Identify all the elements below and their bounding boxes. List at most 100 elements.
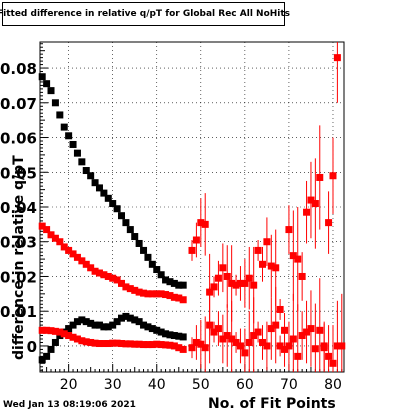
data-point	[135, 239, 143, 247]
data-point	[131, 340, 139, 348]
data-point	[109, 274, 117, 282]
data-point	[298, 332, 306, 340]
data-point	[250, 281, 258, 289]
data-point	[228, 279, 236, 287]
data-point	[245, 338, 253, 346]
data-point	[153, 290, 161, 298]
data-point	[285, 342, 293, 350]
data-point	[104, 272, 112, 280]
data-point	[276, 305, 284, 313]
data-point	[43, 80, 51, 88]
data-point	[135, 288, 143, 296]
data-point	[263, 342, 271, 350]
data-point	[113, 276, 121, 284]
data-point	[236, 279, 244, 287]
data-point	[311, 345, 319, 353]
data-point	[188, 246, 196, 254]
data-point	[241, 279, 249, 287]
data-point	[329, 172, 337, 180]
data-point	[100, 271, 108, 279]
data-point	[131, 316, 139, 324]
data-point	[298, 272, 306, 280]
data-point	[104, 323, 112, 331]
timestamp: Wed Jan 13 08:19:06 2021	[3, 400, 136, 410]
chart-title: Fitted difference in relative q/pT for G…	[0, 9, 291, 19]
data-point	[289, 252, 297, 260]
data-point	[43, 226, 51, 234]
data-point	[118, 279, 126, 287]
x-tick-label: 40	[148, 377, 166, 393]
data-point	[219, 335, 227, 343]
data-point	[192, 338, 200, 346]
data-point	[56, 111, 64, 119]
x-tick-label: 50	[192, 377, 210, 393]
data-point	[197, 219, 205, 227]
x-tick-label: 60	[236, 377, 254, 393]
data-point	[65, 246, 73, 254]
data-point	[170, 293, 178, 301]
data-point	[232, 338, 240, 346]
data-point	[118, 340, 126, 348]
data-point	[175, 281, 183, 289]
data-point	[254, 328, 262, 336]
data-point	[179, 345, 187, 353]
data-point	[175, 294, 183, 302]
data-point	[144, 290, 152, 298]
data-point	[254, 246, 262, 254]
data-point	[338, 342, 346, 350]
y-tick-label: 0.02	[0, 268, 37, 286]
data-point	[69, 321, 77, 329]
data-point	[65, 332, 73, 340]
data-point	[51, 99, 59, 107]
data-point	[87, 338, 95, 346]
data-point	[95, 321, 103, 329]
data-point	[219, 264, 227, 272]
data-point	[73, 318, 81, 326]
data-point	[201, 220, 209, 228]
data-point	[179, 296, 187, 304]
data-point	[329, 359, 337, 367]
data-point	[51, 327, 59, 335]
data-point	[38, 222, 46, 230]
data-point	[78, 158, 86, 166]
data-point	[214, 325, 222, 333]
data-point	[91, 321, 99, 329]
data-point	[258, 338, 266, 346]
data-point	[210, 283, 218, 291]
data-point	[87, 319, 95, 327]
data-point	[95, 340, 103, 348]
data-point	[135, 318, 143, 326]
data-point	[206, 321, 214, 329]
data-point	[148, 341, 156, 349]
data-point	[73, 253, 81, 261]
data-point	[82, 318, 90, 326]
data-point	[272, 264, 280, 272]
data-point	[122, 219, 130, 227]
data-point	[228, 335, 236, 343]
data-point	[175, 332, 183, 340]
data-point	[157, 290, 165, 298]
y-tick-label: 0.07	[0, 95, 37, 113]
data-point	[175, 344, 183, 352]
data-point	[47, 345, 55, 353]
data-point	[157, 271, 165, 279]
data-point	[170, 332, 178, 340]
data-point	[166, 292, 174, 300]
data-point	[162, 291, 170, 299]
data-point	[87, 264, 95, 272]
data-point	[294, 255, 302, 263]
data-point	[60, 123, 68, 131]
y-tick-label: 0.08	[0, 60, 37, 78]
data-point	[56, 328, 64, 336]
data-point	[144, 323, 152, 331]
data-point	[197, 340, 205, 348]
data-point	[140, 321, 148, 329]
data-point	[188, 344, 196, 352]
data-point	[166, 331, 174, 339]
y-tick-label: 0.06	[0, 130, 37, 148]
data-point	[179, 281, 187, 289]
data-point	[122, 312, 130, 320]
data-point	[109, 321, 117, 329]
y-tick-label: 0.04	[0, 199, 37, 217]
